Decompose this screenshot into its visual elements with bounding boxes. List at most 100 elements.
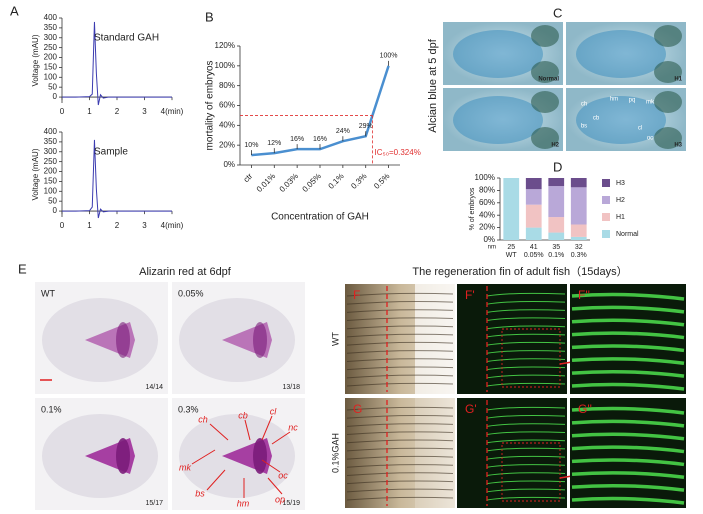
annotation: ch bbox=[581, 102, 587, 108]
annotation: op bbox=[275, 494, 285, 504]
legend-swatch bbox=[602, 179, 610, 187]
fin-ray bbox=[571, 419, 685, 428]
x-tick-label: 0.5% bbox=[372, 172, 391, 191]
y-tick-label: 0% bbox=[483, 235, 495, 244]
y-tick-label: 100 bbox=[44, 72, 58, 81]
bar-segment bbox=[548, 178, 565, 187]
fin-ray bbox=[346, 496, 454, 501]
photo-head bbox=[576, 30, 666, 78]
fin-ray bbox=[486, 488, 566, 493]
x-tick-label: ctr bbox=[242, 171, 255, 184]
y-tick-label: 80% bbox=[219, 81, 235, 90]
image-label: 0.3% bbox=[178, 404, 199, 414]
photo-eye bbox=[654, 61, 682, 83]
photo-eye bbox=[531, 61, 559, 83]
annotation: oc bbox=[278, 470, 288, 480]
fin-ray bbox=[486, 382, 566, 387]
fin-ray bbox=[486, 406, 566, 411]
image-label: H3 bbox=[674, 143, 682, 149]
y-axis-label: % of embryos bbox=[469, 187, 476, 230]
annotation: nc bbox=[288, 422, 298, 432]
x-tick-label: 2 bbox=[115, 107, 120, 116]
photo-eye bbox=[654, 25, 682, 47]
panel-title: Alizarin red at 6dpf bbox=[139, 266, 232, 278]
y-tick-label: 20% bbox=[219, 140, 235, 149]
annotation: cb bbox=[593, 116, 600, 122]
x-tick-label: 0.01% bbox=[255, 172, 277, 194]
y-tick-label: 300 bbox=[44, 33, 58, 42]
y-tick-label: 0% bbox=[223, 160, 235, 169]
y-tick-label: 50 bbox=[48, 196, 57, 205]
y-tick-label: 250 bbox=[44, 157, 58, 166]
fin-ray bbox=[346, 382, 454, 387]
x-tick-label: 0.05% bbox=[524, 252, 544, 259]
y-axis-label: Voltage (mAU) bbox=[31, 34, 40, 86]
y-tick-label: 100 bbox=[44, 186, 58, 195]
value-label: 100% bbox=[380, 53, 398, 60]
y-tick-label: 0 bbox=[53, 92, 58, 101]
y-tick-label: 150 bbox=[44, 63, 58, 72]
y-tick-label: 350 bbox=[44, 23, 58, 32]
bar-segment bbox=[548, 232, 565, 240]
fin-ray bbox=[486, 341, 566, 346]
x-axis-label: Concentration of GAH bbox=[271, 212, 369, 223]
fin-ray bbox=[571, 318, 685, 327]
zoom-box bbox=[501, 328, 561, 388]
fin-ray bbox=[486, 423, 566, 427]
y-tick-label: 250 bbox=[44, 43, 58, 52]
legend-label: H2 bbox=[616, 197, 625, 204]
image-label: 0.05% bbox=[178, 288, 204, 298]
y-tick-label: 200 bbox=[44, 53, 58, 62]
legend-label: Normal bbox=[616, 231, 639, 238]
arrow bbox=[206, 469, 226, 491]
annotation: cb bbox=[238, 410, 248, 420]
fin-ray bbox=[346, 317, 454, 322]
y-tick-label: 200 bbox=[44, 167, 58, 176]
annotation: mk bbox=[646, 100, 655, 106]
fin-ray bbox=[486, 447, 566, 452]
annotation: ch bbox=[198, 414, 208, 424]
bar-segment bbox=[548, 186, 565, 218]
y-tick-label: 120% bbox=[215, 41, 235, 50]
fin-ray bbox=[486, 439, 566, 444]
bar-segment bbox=[570, 178, 587, 188]
image-label: G bbox=[353, 402, 362, 416]
x-tick-label: 0.3% bbox=[349, 172, 368, 191]
value-label: 10% bbox=[244, 142, 258, 149]
image-label: H1 bbox=[674, 77, 682, 83]
x-tick-label: 0.1% bbox=[548, 252, 564, 259]
fin-ray bbox=[571, 471, 685, 480]
zoom-box bbox=[501, 442, 561, 502]
data-line bbox=[62, 21, 172, 106]
photo-eye bbox=[531, 91, 559, 113]
x-tick-label: 1 bbox=[87, 107, 92, 116]
image-label: G'' bbox=[578, 402, 592, 416]
value-label: 24% bbox=[336, 128, 350, 135]
fin-ray bbox=[571, 382, 685, 391]
photo-head bbox=[453, 96, 543, 144]
fin-ray bbox=[346, 447, 454, 452]
image-label: F' bbox=[465, 288, 475, 302]
arrow bbox=[261, 415, 273, 441]
x-tick-label: 0 bbox=[60, 107, 65, 116]
value-label: 29% bbox=[359, 123, 373, 130]
arrow bbox=[271, 431, 291, 445]
count-label: 25 bbox=[507, 244, 515, 251]
bar-segment bbox=[548, 217, 565, 233]
photo-stain bbox=[253, 438, 267, 474]
fin-ray bbox=[486, 317, 566, 322]
fin-ray bbox=[346, 480, 454, 485]
fin-ray bbox=[486, 455, 566, 460]
y-tick-label: 400 bbox=[44, 127, 58, 136]
photo-bg bbox=[415, 398, 455, 508]
arrow bbox=[244, 419, 251, 441]
panel-label: A bbox=[10, 3, 19, 18]
x-tick-label: 3 bbox=[142, 107, 147, 116]
legend-label: H3 bbox=[616, 180, 625, 187]
fin-ray bbox=[486, 374, 566, 379]
image-label: WT bbox=[41, 288, 55, 298]
legend-swatch bbox=[602, 230, 610, 238]
photo-stain bbox=[116, 438, 130, 474]
count-label: 41 bbox=[530, 244, 538, 251]
fin-ray bbox=[346, 366, 454, 371]
